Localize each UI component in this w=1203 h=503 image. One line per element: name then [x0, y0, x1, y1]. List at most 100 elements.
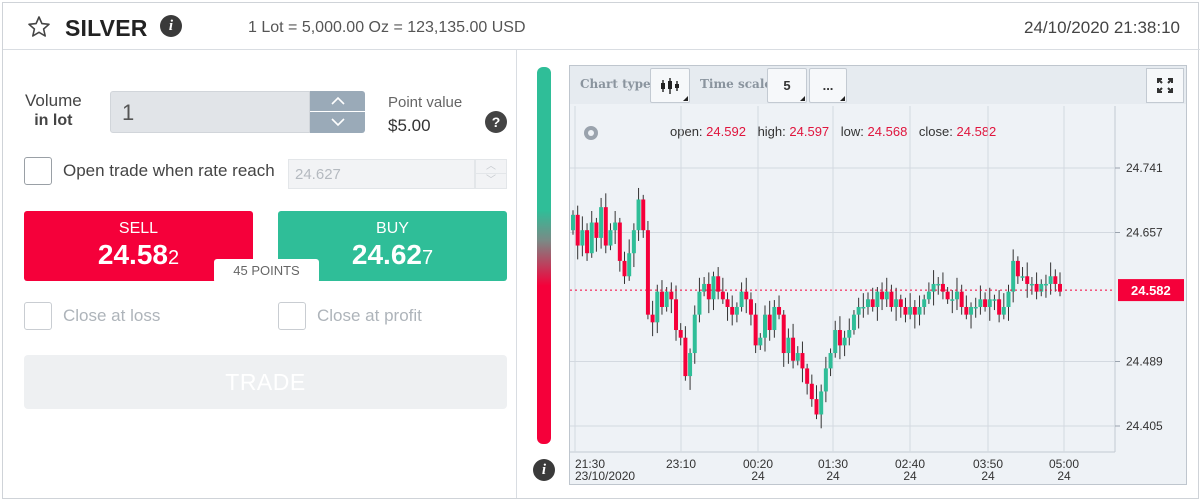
- time-scale-label: Time scale: [700, 77, 773, 91]
- chevron-up-icon: [330, 96, 345, 105]
- ohlc-high-label: high:: [757, 124, 786, 139]
- candle: [1020, 267, 1025, 281]
- candlestick-icon: [661, 78, 679, 94]
- sell-label: SELL: [118, 220, 159, 237]
- sell-price-tail: 2: [167, 247, 180, 269]
- candle: [781, 310, 786, 367]
- x-tick-time: 21:30: [575, 457, 605, 471]
- x-tick-time: 00:20: [743, 457, 773, 471]
- x-tick-time: 23:10: [666, 457, 696, 471]
- candle: [786, 328, 791, 364]
- point-value: $5.00: [388, 116, 431, 135]
- candle: [659, 280, 664, 315]
- candle: [748, 292, 753, 326]
- candle: [725, 292, 730, 321]
- header: SILVER i 1 Lot = 5,000.00 Oz = 123,135.0…: [3, 3, 1200, 50]
- candle: [922, 294, 927, 315]
- close-at-loss-checkbox[interactable]: [24, 302, 52, 330]
- current-price-label: 24.582: [1131, 283, 1171, 298]
- x-tick-time: 02:40: [895, 457, 925, 471]
- candle: [739, 282, 744, 312]
- candle: [678, 323, 683, 346]
- x-tick-time: 01:30: [818, 457, 848, 471]
- candle: [866, 292, 871, 315]
- close-at-profit-checkbox[interactable]: [278, 302, 306, 330]
- open-rate-decrease-button[interactable]: ﹀: [486, 175, 496, 186]
- volume-decrease-button[interactable]: [310, 112, 365, 133]
- candle: [571, 210, 575, 235]
- candle: [772, 300, 777, 338]
- fullscreen-button[interactable]: [1146, 68, 1184, 103]
- order-panel: Volume in lot 1 Point value $5.00 ? Open…: [3, 50, 517, 498]
- candle: [617, 217, 622, 272]
- candle: [734, 302, 739, 323]
- favorite-star-icon[interactable]: [27, 15, 51, 39]
- candle: [1058, 272, 1062, 297]
- candle: [1001, 293, 1006, 320]
- candle: [884, 277, 889, 307]
- x-tick-time: 05:00: [1049, 457, 1079, 471]
- candle: [1011, 249, 1016, 303]
- candle: [777, 295, 782, 320]
- open-rate-checkbox[interactable]: [24, 157, 52, 185]
- trade-button[interactable]: TRADE: [24, 355, 507, 409]
- candle: [1053, 269, 1058, 292]
- candle: [795, 346, 800, 366]
- candle: [599, 197, 604, 249]
- candle: [940, 272, 945, 300]
- candle: [1015, 256, 1020, 284]
- fullscreen-icon: [1157, 78, 1173, 93]
- volume-increase-button[interactable]: [310, 91, 365, 112]
- help-icon[interactable]: ?: [485, 111, 507, 133]
- candle: [1029, 277, 1034, 295]
- open-rate-input[interactable]: 24.627: [288, 159, 475, 189]
- time-scale-button[interactable]: 5: [767, 68, 807, 103]
- y-tick-label: 24.657: [1126, 226, 1163, 240]
- candle: [903, 297, 908, 323]
- candle: [758, 333, 763, 350]
- close-at-loss-label: Close at loss: [63, 306, 161, 325]
- lot-info: 1 Lot = 5,000.00 Oz = 123,135.00 USD: [248, 19, 526, 36]
- candle: [875, 287, 880, 321]
- candle: [969, 302, 974, 329]
- price-chart[interactable]: Chart type: Time scale 5 ...: [569, 65, 1187, 485]
- chart-settings-gear-icon[interactable]: [584, 126, 598, 140]
- y-tick-label: 24.405: [1126, 419, 1163, 433]
- candle: [692, 305, 697, 364]
- candle: [1025, 262, 1030, 298]
- candle: [931, 270, 936, 306]
- chart-type-label: Chart type:: [580, 77, 656, 91]
- current-price-tag: [1118, 279, 1184, 302]
- close-at-profit-label: Close at profit: [317, 306, 422, 325]
- x-tick-date: 24: [981, 469, 995, 483]
- candle: [641, 194, 646, 238]
- candle: [856, 297, 861, 329]
- sell-button[interactable]: SELL 24.582: [24, 211, 253, 281]
- candle: [674, 285, 679, 341]
- candle: [851, 310, 856, 335]
- more-options-label: ...: [822, 78, 834, 93]
- more-options-button[interactable]: ...: [809, 68, 847, 103]
- ohlc-low-value: 24.568: [867, 124, 908, 139]
- sentiment-info-icon[interactable]: i: [533, 459, 555, 481]
- volume-input[interactable]: 1: [110, 91, 310, 133]
- spread-badge: 45 POINTS: [214, 259, 319, 283]
- volume-label-text: Volume: [25, 91, 82, 110]
- sell-price-main: 24.58: [97, 239, 168, 270]
- candle: [716, 267, 721, 300]
- open-rate-label: Open trade when rate reach: [63, 161, 275, 180]
- candle: [575, 205, 580, 260]
- time-scale-value: 5: [783, 78, 791, 93]
- candle: [894, 287, 899, 321]
- point-value-label: Point value: [388, 94, 463, 111]
- info-icon[interactable]: i: [160, 15, 182, 37]
- candle: [688, 348, 693, 390]
- candle: [730, 295, 735, 326]
- candle: [870, 287, 875, 312]
- candle: [1043, 274, 1048, 298]
- sell-price: 24.582: [24, 239, 253, 271]
- candle: [608, 223, 613, 251]
- ohlc-open-value: 24.592: [706, 124, 746, 139]
- chart-type-button[interactable]: [650, 68, 690, 103]
- open-rate-increase-button[interactable]: ︿: [476, 160, 506, 174]
